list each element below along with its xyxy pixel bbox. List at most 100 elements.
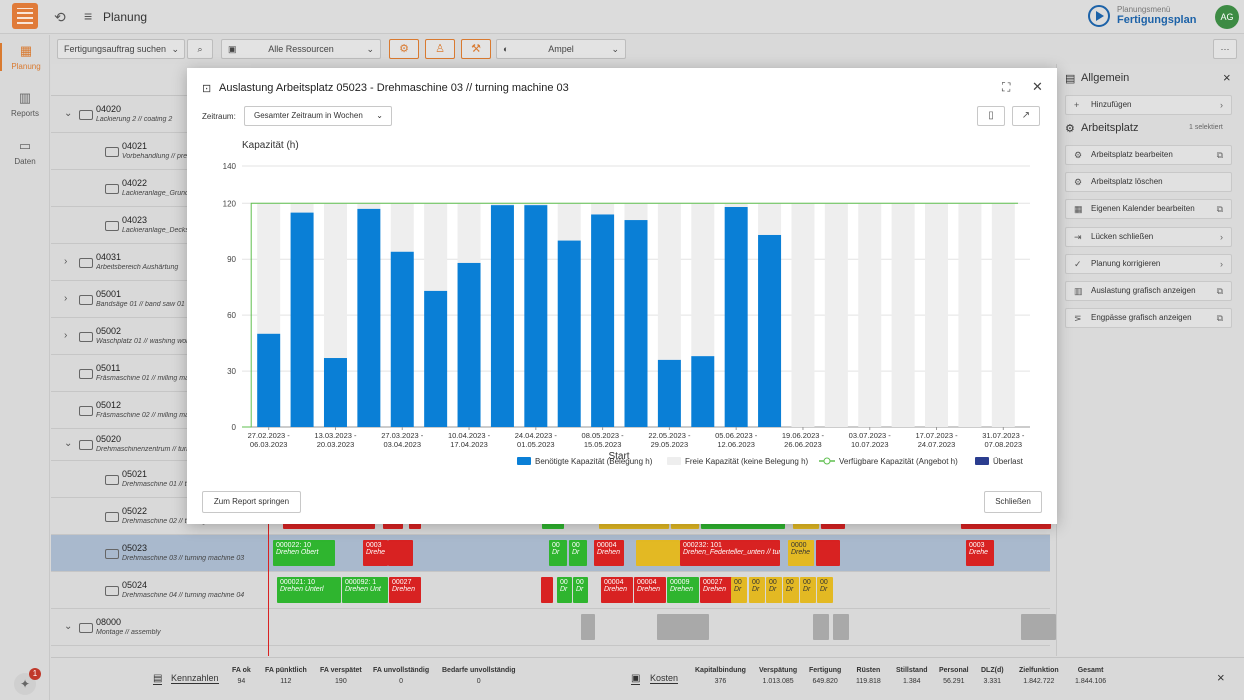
lightbulb-icon[interactable]: ✦ 1 [14, 668, 41, 695]
gear-icon: ⚙ [1065, 123, 1075, 135]
wrench-icon[interactable]: ⚒ [461, 39, 491, 59]
app-logo[interactable] [12, 3, 38, 29]
gantt-bar[interactable]: 000022: 10 Drehen Obert [273, 540, 335, 566]
gantt-bar[interactable]: 00 Dr [749, 577, 765, 603]
tree-row[interactable]: ⌄ 08000 Montage // assembly [51, 609, 1056, 646]
search-icon[interactable]: ⌕ [187, 39, 213, 59]
order-id: 00 [734, 579, 742, 586]
tree-row[interactable]: 05023 Drehmaschine 03 // turning machine … [51, 535, 1050, 572]
gantt-bar[interactable]: 00 Dr [557, 577, 572, 603]
report-button[interactable]: Zum Report springen [202, 491, 301, 513]
resource-code: 04020 [96, 104, 122, 114]
gantt-bar[interactable] [636, 540, 680, 566]
chevron-down-icon[interactable]: ⌄ [64, 108, 73, 119]
gantt-bar[interactable]: 0003 Drehe [966, 540, 994, 566]
external-link-icon[interactable]: ↗ [1012, 106, 1040, 126]
gantt-bar[interactable]: 0003 Drehe [363, 540, 388, 566]
kpi-value: 112 [280, 678, 292, 685]
available-capacity-line [242, 202, 1018, 428]
gantt-bar[interactable] [813, 614, 829, 640]
gantt-bar[interactable] [541, 577, 553, 603]
action-button[interactable]: ⋝ Engpässe grafisch anzeigen ⧉ [1065, 308, 1232, 329]
avatar[interactable]: AG [1215, 5, 1239, 29]
kosten-tab[interactable]: Kosten [650, 673, 679, 683]
gantt-bar[interactable]: 00 Dr [569, 540, 587, 566]
gantt-bar[interactable]: 00 Dr [766, 577, 782, 603]
action-button[interactable]: ✓ Planung korrigieren › [1065, 253, 1232, 274]
gantt-bar[interactable]: 00 Dr [800, 577, 816, 603]
gantt-bar[interactable]: 00 Dr [549, 540, 567, 566]
menu-icon[interactable]: ≡ [84, 8, 93, 24]
search-input[interactable]: Fertigungsauftrag suchen ⌄ [57, 39, 185, 59]
x-tick-label: 27.02.2023 - [248, 431, 291, 440]
action-button[interactable]: ⇥ Lücken schließen › [1065, 226, 1232, 247]
close-icon[interactable]: ✕ [1032, 79, 1043, 94]
gantt-bar[interactable]: 000021: 10 Drehen Unterl [277, 577, 341, 603]
more-button[interactable]: ··· [1213, 39, 1237, 59]
nav-planung[interactable]: ▦ Planung [0, 43, 50, 71]
gantt-bar[interactable]: 000232: 101 Drehen_Federteller_unten // t… [680, 540, 780, 566]
gantt-bar[interactable] [816, 540, 840, 566]
gantt-bar[interactable]: 00 Dr [817, 577, 833, 603]
free-capacity-bar [958, 203, 982, 427]
pdf-icon[interactable]: ▯ [977, 106, 1005, 126]
history-icon[interactable]: ⟲ [54, 9, 66, 25]
zeitraum-select[interactable]: Gesamter Zeitraum in Wochen ⌄ [244, 106, 392, 126]
resource-description: Fräsmaschine 02 // milling machine 02 [96, 412, 216, 419]
kennzahlen-tab[interactable]: Kennzahlen [171, 673, 219, 683]
chevron-right-icon[interactable]: › [64, 293, 68, 304]
color-mode-select[interactable]: ◐ Ampel ⌄ [496, 39, 626, 59]
nav-reports[interactable]: ▥ Reports [0, 90, 50, 118]
tree-row[interactable]: 05024 Drehmaschine 04 // turning machine … [51, 572, 1050, 609]
resource-code: 05022 [122, 506, 148, 516]
calendar-icon: ▦ [19, 43, 33, 58]
legend-swatch-overload [975, 457, 989, 465]
action-button[interactable]: ▥ Auslastung grafisch anzeigen ⧉ [1065, 281, 1232, 301]
gantt-bar[interactable]: 00027 Drehen [389, 577, 421, 603]
action-button[interactable]: ▦ Eigenen Kalender bearbeiten ⧉ [1065, 199, 1232, 220]
play-icon[interactable] [1088, 5, 1110, 27]
chevron-down-icon[interactable]: ⌄ [64, 438, 73, 449]
expand-icon[interactable]: ⛶ [1002, 80, 1011, 94]
gantt-bar[interactable]: 00004 Drehen [601, 577, 633, 603]
gantt-bar[interactable]: 00027 Drehen [700, 577, 732, 603]
gantt-bar[interactable] [581, 614, 595, 640]
add-button[interactable]: + Hinzufügen › [1065, 95, 1232, 115]
resource-code: 05023 [122, 543, 148, 553]
action-button[interactable]: ⚙ Arbeitsplatz löschen [1065, 172, 1232, 193]
kpi-item: Rüsten 119.818 [856, 667, 881, 685]
person-icon[interactable]: ♙ [425, 39, 455, 59]
gantt-bar[interactable]: 0000 Drehe [788, 540, 814, 566]
operation-label: Drehen [604, 586, 627, 593]
close-button[interactable]: Schließen [984, 491, 1042, 513]
free-capacity-bar [257, 203, 281, 334]
gantt-bar[interactable]: 00004 Drehen [634, 577, 666, 603]
gantt-bar[interactable]: 00004 Drehen [594, 540, 624, 566]
gantt-bar[interactable]: 000092: 1 Drehen Unt [342, 577, 388, 603]
gantt-bar[interactable] [833, 614, 849, 640]
operation-label: Drehen [703, 586, 726, 593]
free-capacity-bar [758, 203, 782, 235]
gantt-bar[interactable] [388, 540, 413, 566]
resource-select[interactable]: ▣ Alle Ressourcen ⌄ [221, 39, 381, 59]
operation-label: Drehe [969, 549, 989, 556]
gantt-bar[interactable] [1021, 614, 1056, 640]
order-id: 00009 [670, 579, 690, 586]
gantt-bar[interactable]: 00 Dr [573, 577, 588, 603]
gantt-bar[interactable] [657, 614, 709, 640]
free-capacity-bar [357, 203, 381, 209]
action-button[interactable]: ⚙ Arbeitsplatz bearbeiten ⧉ [1065, 145, 1232, 165]
gear-icon[interactable]: ⚙ [389, 39, 419, 59]
gantt-bar[interactable]: 00 Dr [783, 577, 799, 603]
resource-description: Lackierung 2 // coating 2 [96, 116, 173, 123]
close-icon[interactable]: × [1223, 70, 1231, 85]
chevron-right-icon[interactable]: › [64, 256, 68, 267]
nav-daten[interactable]: ▭ Daten [0, 138, 50, 166]
chevron-right-icon[interactable]: › [64, 330, 68, 341]
plan-menu-title[interactable]: Fertigungsplan [1117, 14, 1197, 26]
gantt-bar[interactable]: 00 Dr [731, 577, 747, 603]
x-tick-label: 31.07.2023 - [982, 431, 1025, 440]
gantt-bar[interactable]: 00009 Drehen [667, 577, 699, 603]
close-icon[interactable]: × [1217, 670, 1225, 685]
chevron-down-icon[interactable]: ⌄ [64, 621, 73, 632]
